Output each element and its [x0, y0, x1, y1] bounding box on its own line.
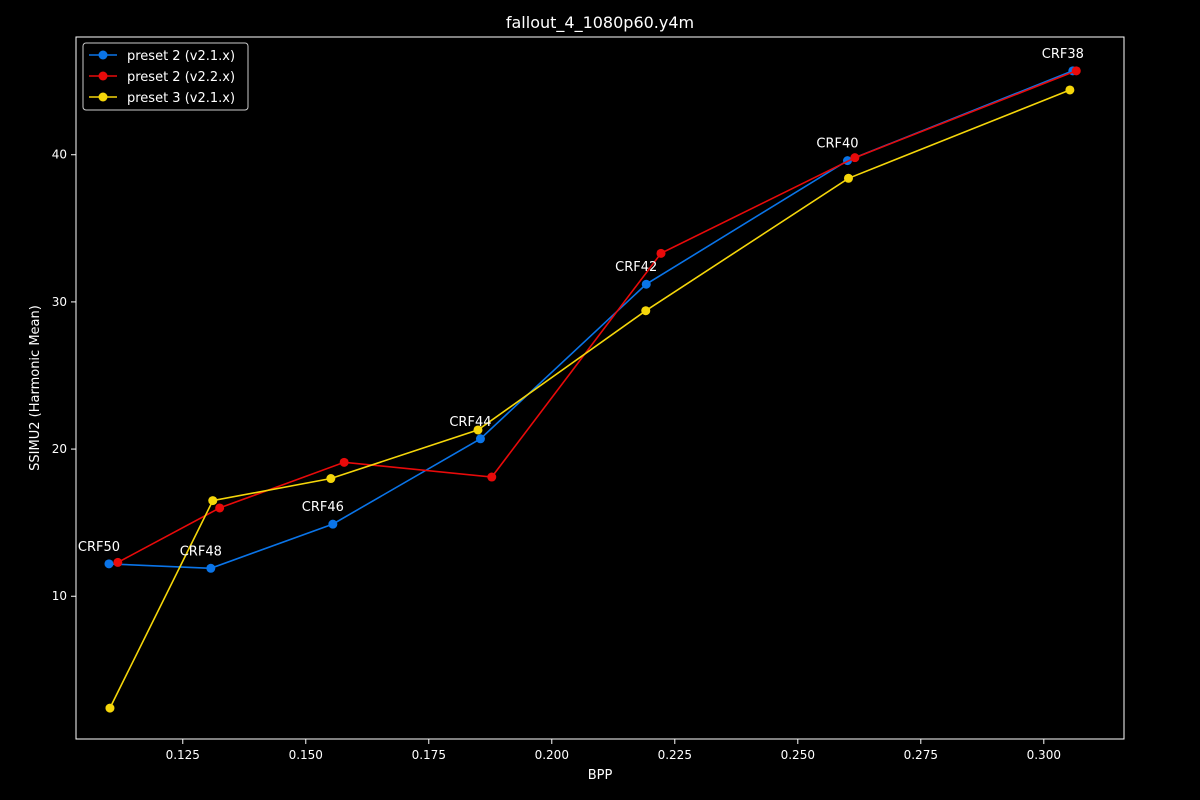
- x-tick-label: 0.225: [658, 748, 692, 762]
- data-point: [113, 557, 123, 567]
- y-tick-label: 40: [52, 148, 67, 162]
- data-point: [326, 474, 336, 484]
- x-axis-label: BPP: [588, 768, 613, 783]
- crf-annotation: CRF42: [615, 260, 657, 275]
- x-tick-label: 0.250: [781, 748, 815, 762]
- legend: preset 2 (v2.1.x) preset 2 (v2.2.x) preset…: [82, 42, 249, 111]
- y-tick-label: 30: [52, 295, 67, 309]
- x-tick-label: 0.275: [904, 748, 938, 762]
- legend-marker: [98, 92, 108, 102]
- data-point: [487, 472, 497, 482]
- y-tick-label: 10: [52, 589, 67, 603]
- data-point: [1065, 85, 1075, 95]
- crf-annotations: CRF50 CRF48 CRF46 CRF44 CRF42 CRF40 CRF38: [78, 47, 1084, 559]
- data-point: [105, 703, 115, 713]
- data-point: [656, 248, 666, 258]
- data-point: [206, 563, 216, 573]
- plot-frame: [75, 36, 1125, 740]
- legend-marker: [98, 50, 108, 60]
- data-point: [104, 559, 114, 569]
- data-point: [850, 153, 860, 163]
- x-tick-label: 0.125: [166, 748, 200, 762]
- data-point: [339, 457, 349, 467]
- legend-marker: [98, 71, 108, 81]
- legend-label: preset 3 (v2.1.x): [127, 91, 235, 106]
- data-point: [641, 279, 651, 289]
- data-point: [328, 519, 338, 529]
- crf-annotation: CRF48: [180, 544, 222, 559]
- data-point: [215, 503, 225, 513]
- crf-annotation: CRF38: [1042, 47, 1084, 62]
- y-axis-label: SSIMU2 (Harmonic Mean): [28, 305, 43, 471]
- axes: 0.125 0.150 0.175 0.200 0.225 0.250 0.275 0.300…: [52, 36, 1125, 762]
- legend-label: preset 2 (v2.2.x): [127, 70, 235, 85]
- crf-annotation: CRF50: [78, 540, 120, 555]
- chart-title: fallout_4_1080p60.y4m: [506, 13, 694, 33]
- data-point: [843, 173, 853, 183]
- legend-label: preset 2 (v2.1.x): [127, 49, 235, 64]
- data-point: [1071, 66, 1081, 76]
- plot-area: [104, 66, 1081, 713]
- x-tick-label: 0.150: [289, 748, 323, 762]
- data-point: [473, 425, 483, 435]
- data-point: [641, 306, 651, 316]
- x-tick-label: 0.200: [535, 748, 569, 762]
- data-point: [475, 434, 485, 444]
- x-tick-label: 0.300: [1027, 748, 1061, 762]
- crf-annotation: CRF40: [816, 137, 858, 152]
- y-tick-label: 20: [52, 442, 67, 456]
- crf-annotation: CRF44: [449, 415, 491, 430]
- crf-annotation: CRF46: [302, 500, 344, 515]
- data-point: [208, 496, 218, 506]
- legend-box: [82, 42, 249, 111]
- x-tick-label: 0.175: [412, 748, 446, 762]
